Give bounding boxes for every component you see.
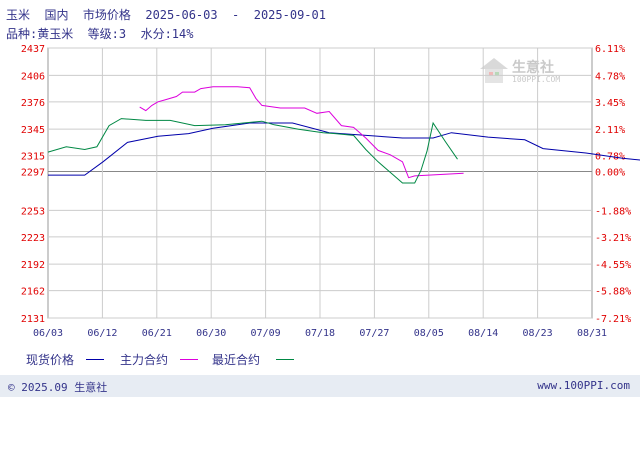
y-left-tick-label: 2192 [21,260,45,271]
series-line-main [139,86,464,179]
x-tick-label: 08/23 [523,328,553,339]
legend: 现货价格 主力合约 最近合约 [26,351,294,367]
price-chart: 2437 6.11% 2406 4.78% 2376 3.45% 2345 2.11% 2315… [21,44,640,339]
y-left-tick-label: 2297 [21,168,45,179]
legend-swatch-spot [86,359,104,360]
x-tick-label: 06/30 [196,328,226,339]
x-tick-label: 06/21 [142,328,172,339]
x-tick-label: 06/12 [87,328,117,339]
y-right-tick-label: -4.55% [595,260,631,271]
y-left-tick-label: 2315 [21,152,45,163]
y-left-tick-label: 2162 [21,287,45,298]
x-tick-label: 07/09 [251,328,281,339]
house-logo-icon [480,58,508,83]
watermark-text: 生意社 [512,60,554,76]
x-tick-label: 08/31 [577,328,607,339]
y-right-tick-label: -5.88% [595,287,631,298]
series-line-recent [47,118,458,184]
legend-swatch-recent [276,359,294,360]
y-right-tick-label: -7.21% [595,314,631,325]
x-tick-label: 06/03 [33,328,63,339]
y-right-tick-label: 0.00% [595,168,625,179]
y-left-tick-label: 2223 [21,233,45,244]
legend-label-main: 主力合约 [120,353,169,367]
copyright-text: © 2025.09 生意社 [8,381,108,394]
y-right-tick-label: 4.78% [595,71,625,82]
x-tick-label: 07/27 [359,328,389,339]
y-left-tick-label: 2253 [21,206,45,217]
y-left-tick-label: 2345 [21,125,45,136]
y-right-tick-label: 6.11% [595,44,625,55]
y-left-tick-label: 2437 [21,44,45,55]
y-right-tick-label: 3.45% [595,98,625,109]
chart-title: 玉米 国内 市场价格 2025-06-03 - 2025-09-01 [6,8,326,22]
y-left-tick-label: 2131 [21,314,45,325]
watermark-url: 100PPI.COM [512,75,561,84]
legend-label-spot: 现货价格 [26,353,75,367]
footer: © 2025.09 生意社 www.100PPI.com [0,375,640,397]
y-right-tick-label: 0.78% [595,152,625,163]
y-right-tick-label: 2.11% [595,125,625,136]
x-tick-label: 07/18 [305,328,335,339]
legend-label-recent: 最近合约 [212,353,261,367]
site-link[interactable]: www.100PPI.com [537,379,630,392]
y-right-tick-label: -1.88% [595,206,631,217]
legend-swatch-main [180,359,198,360]
watermark-logo: 生意社 100PPI.COM [478,55,578,89]
chart-subtitle: 品种:黄玉米 等级:3 水分:14% [6,27,194,41]
series-line-spot [48,122,640,176]
y-left-tick-label: 2406 [21,71,45,82]
x-tick-label: 08/14 [468,328,498,339]
x-tick-label: 08/05 [414,328,444,339]
y-right-tick-label: -3.21% [595,233,631,244]
y-left-tick-label: 2376 [21,98,45,109]
